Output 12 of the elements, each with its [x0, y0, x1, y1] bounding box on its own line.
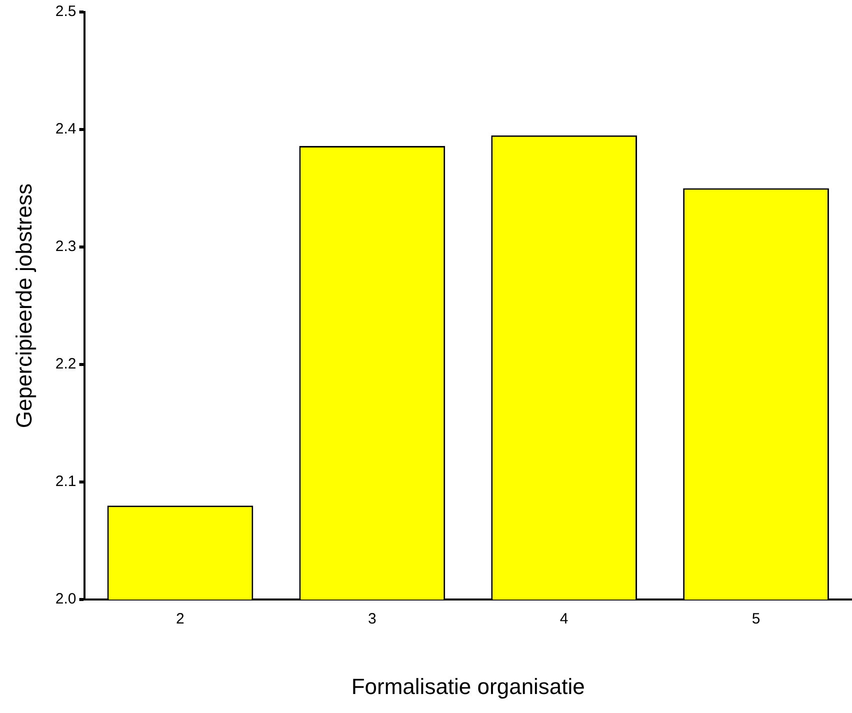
x-axis-title: Formalisatie organisatie — [351, 674, 585, 699]
y-tick-label: 2.2 — [55, 356, 76, 373]
x-tick-label: 3 — [368, 610, 376, 628]
x-tick-label: 5 — [752, 610, 760, 628]
y-axis-title: Gepercipieerde jobstress — [11, 184, 36, 428]
y-tick-label: 2.4 — [55, 120, 76, 138]
y-tick-label: 2.3 — [55, 238, 76, 256]
x-tick-label: 4 — [560, 610, 568, 628]
y-tick-label: 2.5 — [55, 3, 76, 20]
x-tick-label: 2 — [176, 610, 184, 628]
y-tick-label: 2.0 — [55, 590, 76, 608]
y-tick-label: 2.1 — [55, 473, 76, 490]
